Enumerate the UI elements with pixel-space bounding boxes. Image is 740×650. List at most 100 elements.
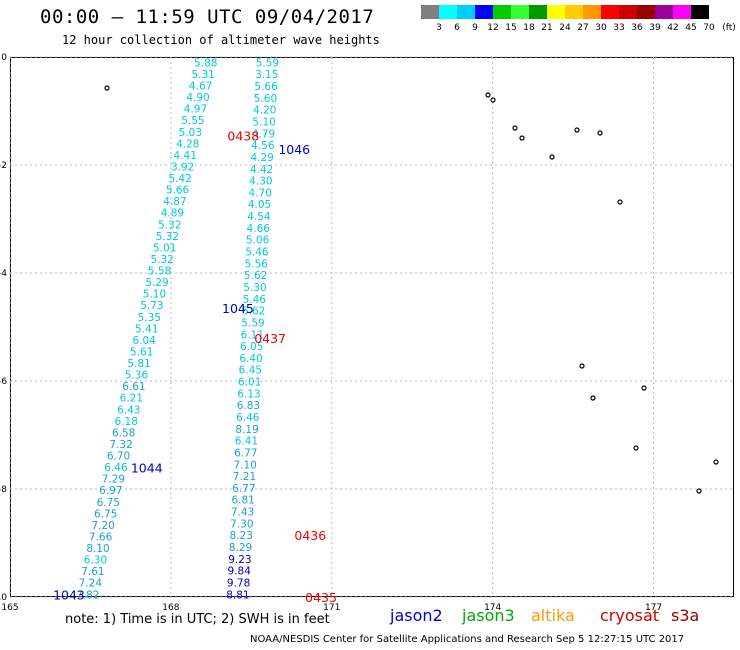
- wave-height-value: 5.88: [194, 57, 217, 69]
- wave-height-value: 4.90: [186, 92, 209, 104]
- pass-time-label: 1044: [131, 460, 163, 475]
- wave-height-value: 6.46: [104, 462, 128, 474]
- y-tick-label: -10: [0, 593, 7, 603]
- pass-time-label: 1046: [278, 142, 310, 157]
- wave-height-value: 5.06: [246, 235, 270, 247]
- wave-height-value: 4.41: [174, 150, 197, 162]
- island-outline: [579, 363, 585, 369]
- wave-height-value: 7.61: [81, 566, 104, 578]
- wave-height-value: 5.01: [153, 242, 176, 254]
- x-tick-label: 168: [162, 603, 179, 613]
- wave-height-value: 6.83: [237, 400, 260, 412]
- wave-height-value: 5.32: [150, 254, 173, 266]
- wave-height-value: 5.36: [125, 370, 149, 382]
- wave-height-value: 4.87: [163, 196, 186, 208]
- color-swatch-label: 3: [436, 23, 442, 33]
- wave-height-value: 6.01: [238, 377, 261, 389]
- island-outline: [512, 125, 518, 131]
- island-outline: [696, 488, 702, 494]
- wave-height-value: 6.40: [239, 353, 262, 365]
- wave-height-value: 4.42: [250, 164, 273, 176]
- color-swatch-label: 18: [523, 23, 535, 33]
- wave-height-value: 6.75: [97, 497, 120, 509]
- wave-height-value: 7.24: [79, 578, 103, 590]
- color-swatch: [655, 5, 673, 19]
- wave-height-value: 5.55: [181, 115, 204, 127]
- color-swatch-label: 27: [577, 23, 589, 33]
- wave-height-value: 9.78: [227, 577, 250, 589]
- color-swatch: [565, 5, 583, 19]
- color-swatch: [583, 5, 601, 19]
- wave-height-value: 4.67: [189, 81, 212, 93]
- wave-height-value: 8.23: [230, 530, 253, 542]
- x-tick-label: 174: [484, 603, 501, 613]
- wave-height-value: 6.41: [235, 436, 258, 448]
- wave-height-value: 4.20: [253, 105, 276, 117]
- wave-height-value: 4.56: [251, 140, 275, 152]
- wave-height-value: 6.21: [120, 393, 143, 405]
- island-outline: [549, 154, 555, 160]
- island-outline: [590, 395, 596, 401]
- wave-height-value: 7.32: [109, 439, 132, 451]
- satellite-label-jason2: jason2: [390, 606, 443, 625]
- wave-height-value: 5.46: [245, 247, 269, 259]
- wave-height-value: 6.46: [236, 412, 260, 424]
- wave-height-value: 5.56: [245, 258, 269, 270]
- credit-line: NOAA/NESDIS Center for Satellite Applica…: [250, 634, 685, 645]
- wave-height-value: 4.05: [248, 199, 271, 211]
- pass-time-label: 0435: [305, 590, 337, 605]
- island-outline: [617, 199, 623, 205]
- wave-height-value: 5.10: [143, 289, 166, 301]
- wave-height-value: 4.66: [247, 223, 271, 235]
- color-swatch-label: 70: [703, 23, 715, 33]
- wave-height-value: 4.28: [176, 138, 199, 150]
- pass-time-label: 0436: [294, 528, 326, 543]
- pass-time-label: 0438: [227, 128, 259, 143]
- color-swatch: [673, 5, 691, 19]
- color-swatch: [421, 5, 439, 19]
- wave-height-value: 6.77: [234, 447, 257, 459]
- color-swatch-label: 39: [649, 23, 661, 33]
- wave-height-value: 5.59: [256, 57, 279, 69]
- x-tick-label: 177: [645, 603, 662, 613]
- wave-height-value: 7.82: [76, 589, 99, 601]
- wave-height-value: 4.79: [252, 128, 275, 140]
- wave-height-value: 6.61: [122, 381, 145, 393]
- wave-height-value: 6.75: [94, 508, 117, 520]
- wave-height-value: 5.32: [156, 231, 179, 243]
- color-swatch-label: 42: [667, 23, 679, 33]
- y-tick-label: 0: [1, 53, 7, 63]
- island-outline: [490, 97, 496, 103]
- wave-height-value: 5.66: [254, 81, 278, 93]
- island-outline: [633, 445, 639, 451]
- wave-height-value: 5.31: [191, 69, 214, 81]
- satellite-label-s3a: s3a: [671, 606, 700, 625]
- wave-height-value: 7.29: [102, 474, 125, 486]
- wave-height-value: 5.61: [130, 346, 153, 358]
- wave-height-value: 5.29: [145, 277, 168, 289]
- pass-time-label: 1045: [222, 301, 254, 316]
- color-swatch-label: 33: [613, 23, 625, 33]
- pass-time-label: 0437: [254, 331, 286, 346]
- satellite-label-altika: altika: [531, 606, 575, 625]
- color-swatch: [475, 5, 493, 19]
- color-swatch: [619, 5, 637, 19]
- y-tick-label: -8: [0, 485, 7, 495]
- color-swatch-label: 12: [487, 23, 499, 33]
- wave-height-value: 7.30: [230, 518, 253, 530]
- color-swatch: [457, 5, 475, 19]
- island-outline: [485, 92, 491, 98]
- wave-height-value: 7.21: [233, 471, 256, 483]
- color-swatch-label: 24: [559, 23, 571, 33]
- wave-height-value: 8.29: [229, 542, 252, 554]
- wave-height-value: 5.42: [168, 173, 191, 185]
- color-swatch: [601, 5, 619, 19]
- wave-height-value: 5.62: [244, 270, 267, 282]
- y-tick-label: -6: [0, 377, 7, 387]
- wave-height-value: 9.23: [228, 554, 251, 566]
- color-swatch-label: 30: [595, 23, 607, 33]
- color-swatch-label: 45: [685, 23, 697, 33]
- wave-height-value: 5.62: [242, 306, 265, 318]
- wave-height-value: 7.66: [89, 531, 113, 543]
